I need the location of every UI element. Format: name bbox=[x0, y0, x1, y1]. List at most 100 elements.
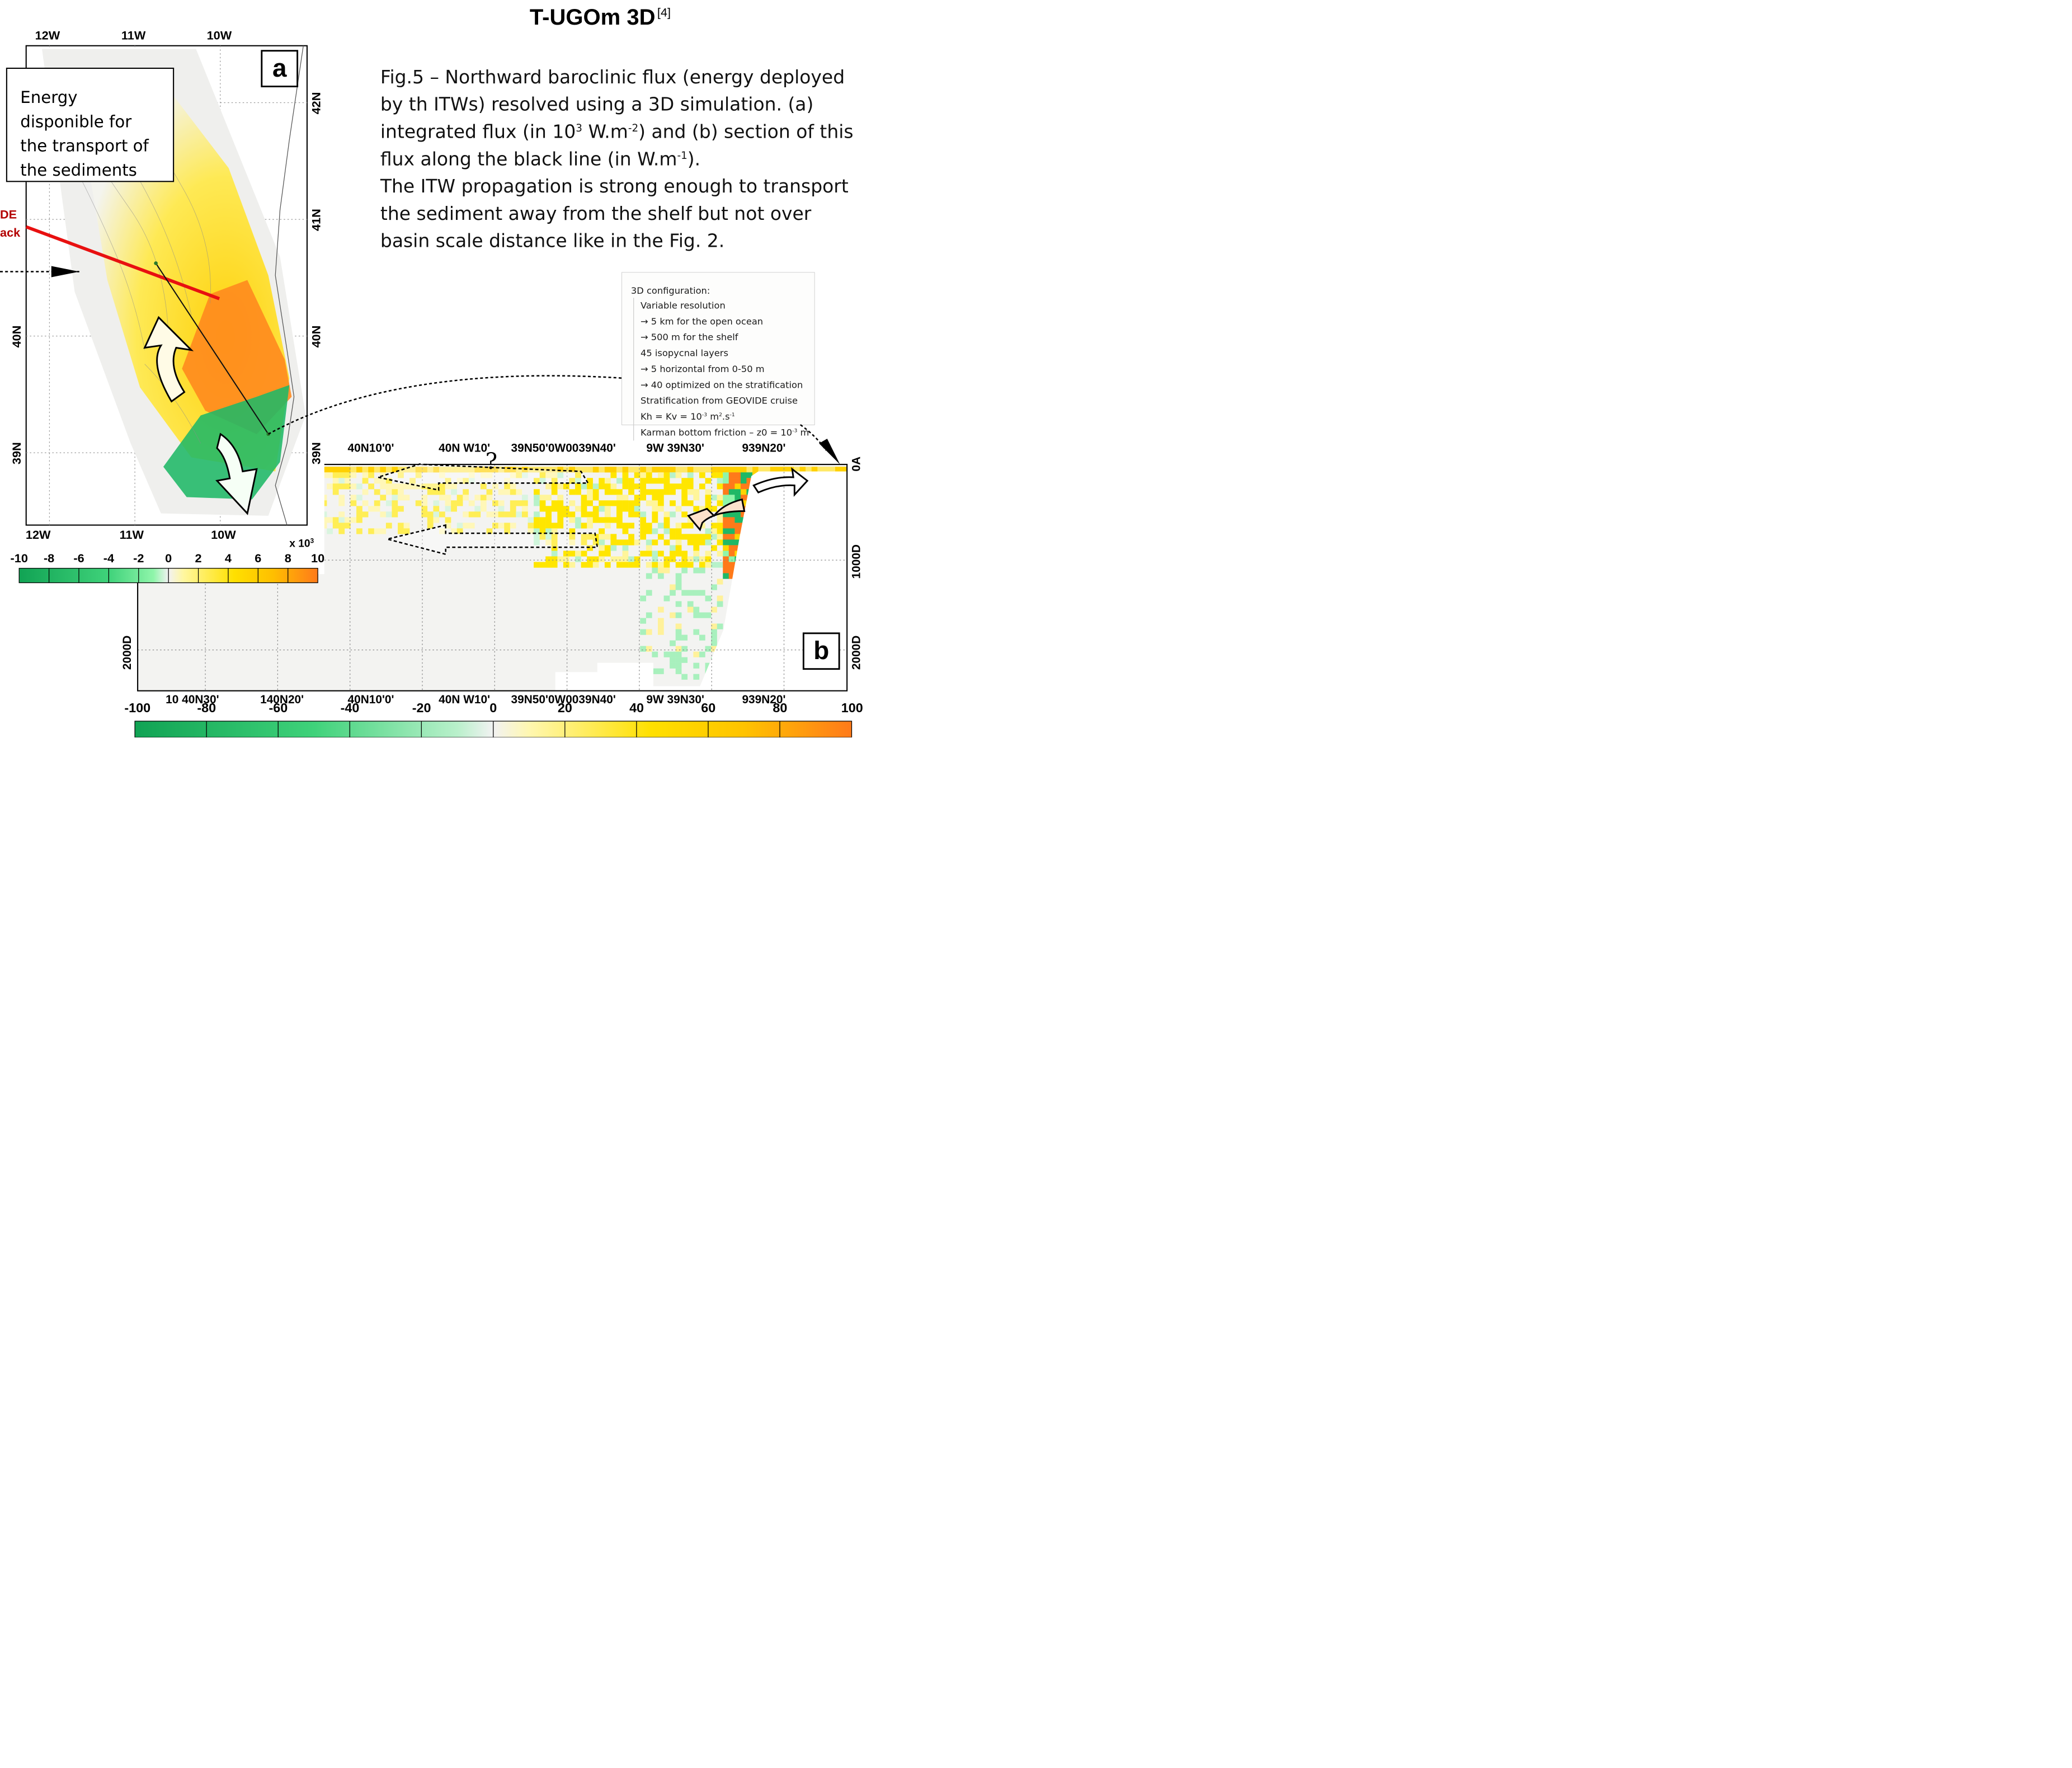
section-cell bbox=[551, 483, 558, 490]
section-cell bbox=[468, 478, 475, 484]
section-cell bbox=[663, 539, 670, 546]
section-cell bbox=[456, 500, 463, 506]
section-cell bbox=[657, 623, 664, 629]
section-cell bbox=[723, 483, 729, 490]
section-cell bbox=[539, 506, 546, 512]
bottom-axis-label: 10 40N30' bbox=[166, 693, 219, 706]
section-cell bbox=[652, 478, 658, 484]
section-cell bbox=[705, 528, 712, 534]
section-cell bbox=[640, 646, 647, 652]
section-cell bbox=[705, 534, 712, 540]
config-box: 3D configuration: Variable resolution → … bbox=[621, 272, 815, 441]
section-cell bbox=[599, 539, 605, 546]
section-cell bbox=[675, 562, 682, 568]
section-cell bbox=[433, 506, 440, 512]
bottom-axis-label: 140N20' bbox=[260, 693, 304, 706]
section-cell bbox=[380, 511, 387, 518]
section-cell bbox=[711, 646, 717, 652]
section-cell bbox=[681, 646, 688, 652]
section-cell bbox=[699, 634, 705, 641]
section-cell bbox=[539, 472, 546, 478]
section-cell bbox=[717, 595, 723, 601]
shelf-arrow-right bbox=[752, 467, 809, 497]
section-cell bbox=[628, 523, 634, 529]
caption-line: by th ITWs) resolved using a 3D simulati… bbox=[380, 93, 814, 115]
section-cell bbox=[670, 489, 676, 495]
section-cell bbox=[675, 534, 682, 540]
section-cell bbox=[610, 545, 617, 551]
section-cell bbox=[693, 651, 700, 657]
energy-line: disponible for bbox=[20, 112, 132, 131]
section-cell bbox=[516, 467, 522, 473]
section-cell bbox=[764, 467, 770, 473]
section-cell bbox=[380, 467, 387, 473]
top-axis-label: 9W 39N30' bbox=[646, 441, 704, 455]
section-cell bbox=[728, 483, 735, 490]
section-cell bbox=[687, 601, 694, 607]
section-cell bbox=[539, 562, 546, 568]
section-cell bbox=[717, 539, 723, 546]
section-cell bbox=[344, 467, 351, 473]
section-cell bbox=[646, 472, 652, 478]
section-cell bbox=[516, 472, 522, 478]
section-cell bbox=[717, 517, 723, 523]
section-cell bbox=[581, 551, 587, 557]
top-axis-label: 39N50'0W0039N40' bbox=[511, 441, 616, 455]
section-cell bbox=[746, 472, 753, 478]
section-cell bbox=[510, 511, 516, 518]
section-cell bbox=[640, 517, 647, 523]
section-cell bbox=[504, 511, 511, 518]
section-cell bbox=[385, 511, 392, 518]
section-cell bbox=[338, 511, 345, 518]
section-cell bbox=[675, 467, 682, 473]
section-cell bbox=[723, 573, 729, 579]
section-cell bbox=[563, 483, 569, 490]
section-cell bbox=[480, 506, 487, 512]
section-cell bbox=[569, 528, 576, 534]
section-cell bbox=[681, 634, 688, 641]
section-cell bbox=[657, 618, 664, 624]
section-cell bbox=[811, 467, 818, 473]
section-cell bbox=[616, 500, 623, 506]
section-cell bbox=[734, 523, 741, 529]
section-cell bbox=[675, 506, 682, 512]
section-cell bbox=[734, 483, 741, 490]
section-cell bbox=[427, 489, 434, 495]
section-cell bbox=[486, 467, 493, 473]
section-cell bbox=[693, 567, 700, 573]
section-cell bbox=[592, 489, 599, 495]
section-cell bbox=[480, 495, 487, 501]
section-cell bbox=[663, 489, 670, 495]
section-colorbar-label: 40 bbox=[629, 700, 644, 716]
section-cell bbox=[835, 467, 841, 473]
section-cell bbox=[338, 528, 345, 534]
section-cell bbox=[439, 495, 445, 501]
section-cell bbox=[398, 495, 404, 501]
section-line bbox=[155, 262, 269, 435]
section-cell bbox=[717, 601, 723, 607]
section-cell bbox=[711, 495, 717, 501]
section-cell bbox=[628, 483, 634, 490]
section-cell bbox=[652, 495, 658, 501]
panel-a-label: a bbox=[261, 50, 299, 88]
section-cell bbox=[374, 489, 380, 495]
section-cell bbox=[421, 500, 428, 506]
section-cell bbox=[385, 478, 392, 484]
section-cell bbox=[468, 500, 475, 506]
section-cell bbox=[728, 511, 735, 518]
section-cell bbox=[474, 511, 481, 518]
section-cell bbox=[663, 595, 670, 601]
section-cell bbox=[463, 489, 469, 495]
section-cell bbox=[427, 517, 434, 523]
section-cell bbox=[687, 478, 694, 484]
section-cell bbox=[433, 489, 440, 495]
section-cell bbox=[681, 674, 688, 680]
section-cell bbox=[610, 517, 617, 523]
section-colorbar-label: -40 bbox=[340, 700, 360, 716]
section-cell bbox=[628, 556, 634, 562]
section-cell bbox=[675, 551, 682, 557]
section-cell bbox=[675, 623, 682, 629]
section-cell bbox=[368, 506, 374, 512]
section-cell bbox=[740, 472, 747, 478]
section-cell bbox=[640, 489, 647, 495]
